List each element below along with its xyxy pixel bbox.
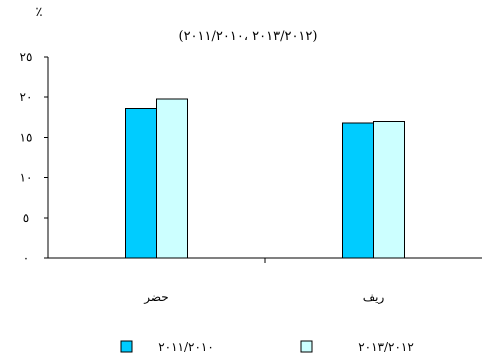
y-tick-label: ٢٠ <box>20 90 33 104</box>
chart-title: (٢٠١٣/٢٠١٢ ،٢٠١١/٢٠١٠) <box>179 29 318 44</box>
y-tick-label: ٥ <box>23 211 29 225</box>
bar-1-series-2 <box>156 98 188 259</box>
y-tick-label: ١٠ <box>20 171 33 185</box>
x-tick-label: حضر <box>143 290 168 304</box>
y-tick-label: ٢٥ <box>20 50 33 64</box>
plot-area: ٠ ٥ ١٠ ١٥ ٢٠ ٢٥ حضر ريف <box>20 50 482 304</box>
y-tick-label: ٠ <box>23 251 29 265</box>
legend-swatch-1 <box>120 340 133 353</box>
legend-label-1: ٢٠١١/٢٠١٠ <box>158 340 214 354</box>
legend-swatch-2 <box>300 340 313 353</box>
y-tick-label: ١٥ <box>20 130 33 144</box>
bar-1-series-1 <box>125 107 157 259</box>
x-tick-label: ريف <box>363 290 385 304</box>
legend: ٢٠١١/٢٠١٠ ٢٠١٣/٢٠١٢ <box>120 340 414 354</box>
bar-2-series-2 <box>373 120 405 259</box>
bar-2-series-1 <box>342 122 374 259</box>
legend-label-2: ٢٠١٣/٢٠١٢ <box>358 340 414 354</box>
y-axis-unit: ٪ <box>36 5 43 20</box>
